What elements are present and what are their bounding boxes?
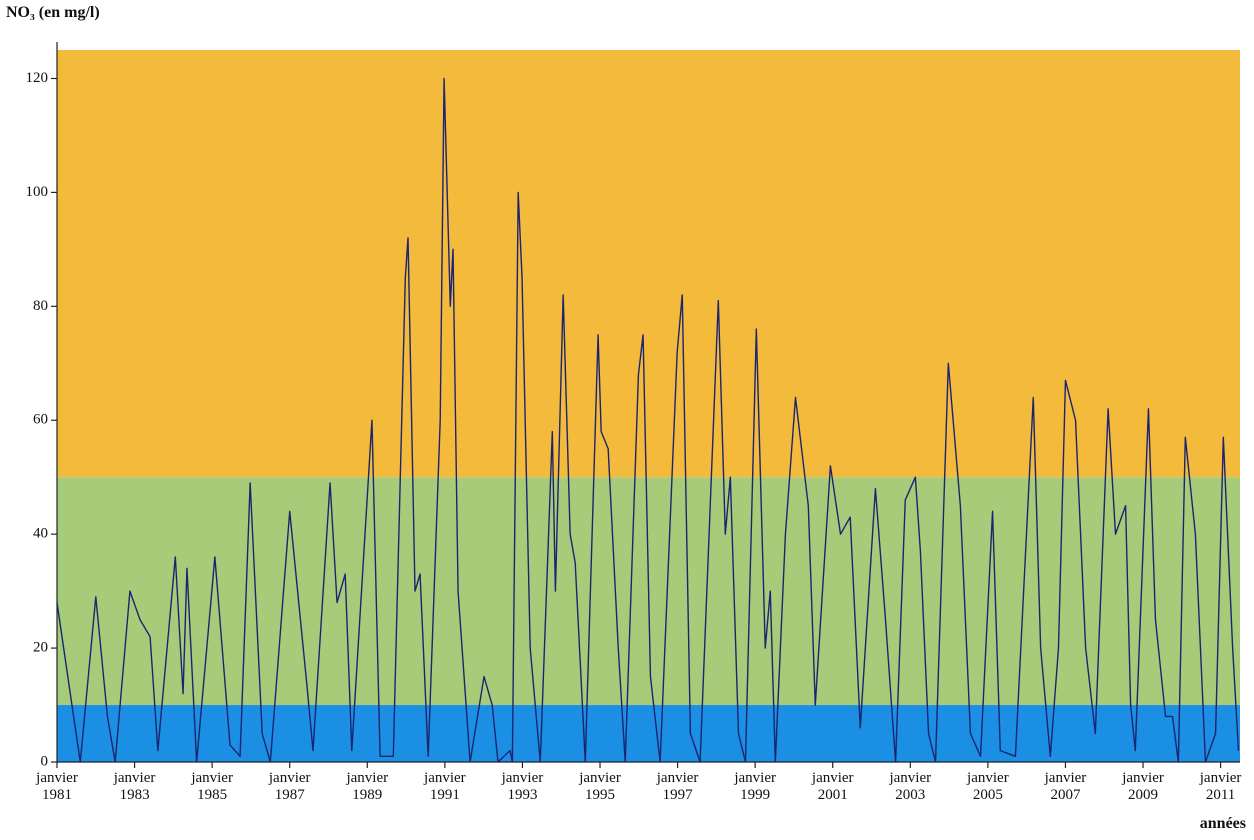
band (57, 50, 1240, 478)
x-tick-label: janvier 1995 (579, 770, 621, 803)
x-tick-label: janvier 1981 (36, 770, 78, 803)
y-tick-label: 120 (26, 70, 49, 86)
x-tick-label: janvier 1987 (268, 770, 311, 803)
y-tick-label: 40 (33, 526, 48, 542)
x-tick-label: janvier 1991 (424, 770, 466, 803)
x-tick-label: janvier 2009 (1122, 770, 1164, 803)
y-tick-label: 20 (33, 640, 48, 656)
x-tick-label: janvier 1997 (656, 770, 699, 803)
y-axis-title: NO₃ (en mg/l) (6, 4, 100, 21)
y-tick-label: 0 (41, 753, 49, 769)
x-axis-title: années (1199, 815, 1246, 832)
x-tick-label: janvier 1989 (346, 770, 389, 803)
x-tick-label: janvier 1999 (734, 770, 776, 803)
data-line (56, 77, 1240, 763)
y-tick-label: 60 (33, 412, 48, 428)
x-tick-label: janvier 1983 (113, 770, 156, 803)
band (57, 705, 1240, 762)
x-tick-label: janvier 2011 (1199, 770, 1242, 803)
x-tick-label: janvier 1993 (501, 770, 544, 803)
x-tick-label: janvier 1985 (191, 770, 233, 803)
x-tick-label: janvier 2007 (1044, 770, 1087, 803)
x-tick-label: janvier 2005 (967, 770, 1009, 803)
x-tick-label: janvier 2003 (889, 770, 932, 803)
y-tick-label: 100 (26, 184, 49, 200)
x-tick-label: janvier 2001 (811, 770, 854, 803)
y-tick-label: 80 (33, 298, 48, 314)
